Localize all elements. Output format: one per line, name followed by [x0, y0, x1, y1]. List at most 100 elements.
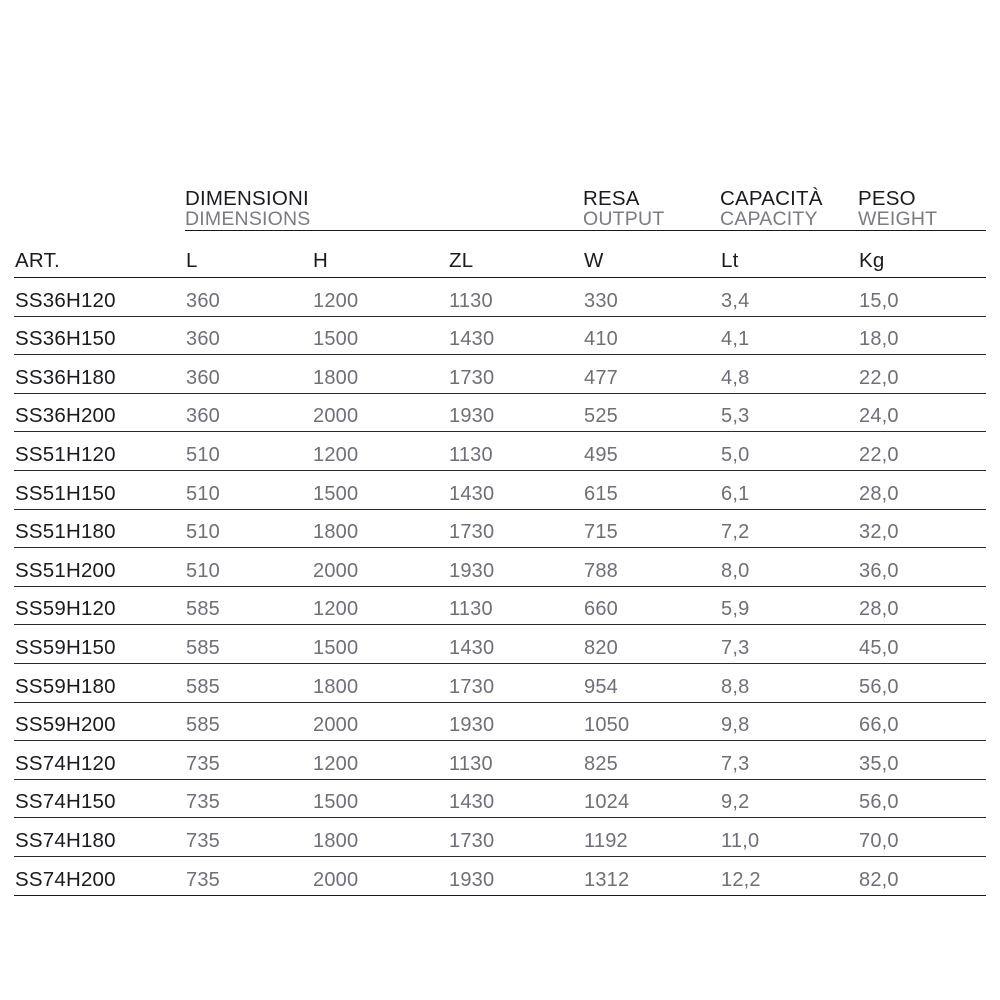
group-label-en: CAPACITY	[720, 208, 818, 231]
table-row: SS36H120 360 1200 1130 330 3,4 15,0	[14, 277, 987, 317]
cell-w: 1024	[583, 779, 721, 819]
group-header-capacita: CAPACITÀ CAPACITY	[720, 172, 859, 231]
cell-h: 1800	[312, 817, 448, 857]
cell-zl: 1930	[448, 547, 584, 587]
cell-kg: 32,0	[858, 509, 987, 549]
table-row: SS74H180 735 1800 1730 1192 11,0 70,0	[14, 817, 987, 857]
cell-article-code: SS36H120	[14, 277, 185, 317]
cell-zl: 1430	[448, 316, 584, 356]
column-header-w: W	[583, 230, 721, 278]
cell-w: 1192	[583, 817, 721, 857]
cell-lt: 5,9	[720, 586, 859, 626]
cell-l: 585	[185, 702, 312, 742]
cell-zl: 1430	[448, 470, 584, 510]
cell-zl: 1730	[448, 354, 584, 394]
table-row: SS74H200 735 2000 1930 1312 12,2 82,0	[14, 856, 987, 896]
cell-zl: 1930	[448, 702, 584, 742]
cell-w: 715	[583, 509, 721, 549]
cell-h: 2000	[312, 393, 448, 433]
column-header-kg: Kg	[858, 230, 987, 278]
table-row: SS51H200 510 2000 1930 788 8,0 36,0	[14, 547, 987, 587]
cell-l: 585	[185, 663, 312, 703]
cell-kg: 18,0	[858, 316, 987, 356]
cell-zl: 1430	[448, 779, 584, 819]
cell-w: 660	[583, 586, 721, 626]
cell-h: 1200	[312, 277, 448, 317]
group-label-it: DIMENSIONI	[185, 187, 309, 211]
cell-l: 510	[185, 547, 312, 587]
cell-lt: 11,0	[720, 817, 859, 857]
cell-kg: 35,0	[858, 740, 987, 780]
cell-lt: 7,3	[720, 740, 859, 780]
cell-h: 1500	[312, 779, 448, 819]
cell-kg: 66,0	[858, 702, 987, 742]
cell-h: 1200	[312, 586, 448, 626]
table-row: SS59H150 585 1500 1430 820 7,3 45,0	[14, 624, 987, 664]
cell-l: 585	[185, 624, 312, 664]
cell-article-code: SS36H200	[14, 393, 185, 433]
spec-table-element: DIMENSIONI DIMENSIONS RESA OUTPUT CAPACI…	[14, 172, 987, 896]
cell-kg: 45,0	[858, 624, 987, 664]
group-label-it: RESA	[583, 187, 640, 211]
cell-l: 735	[185, 856, 312, 896]
cell-zl: 1130	[448, 586, 584, 626]
cell-kg: 82,0	[858, 856, 987, 896]
table-row: SS51H180 510 1800 1730 715 7,2 32,0	[14, 509, 987, 549]
cell-article-code: SS59H200	[14, 702, 185, 742]
table-row: SS59H120 585 1200 1130 660 5,9 28,0	[14, 586, 987, 626]
group-header-dimensioni: DIMENSIONI DIMENSIONS	[185, 172, 584, 231]
cell-article-code: SS59H120	[14, 586, 185, 626]
cell-l: 735	[185, 740, 312, 780]
cell-h: 1500	[312, 624, 448, 664]
cell-zl: 1730	[448, 663, 584, 703]
group-label-en: OUTPUT	[583, 208, 665, 231]
cell-l: 510	[185, 431, 312, 471]
cell-article-code: SS59H180	[14, 663, 185, 703]
table-row: SS36H150 360 1500 1430 410 4,1 18,0	[14, 316, 987, 356]
cell-h: 1500	[312, 470, 448, 510]
cell-w: 954	[583, 663, 721, 703]
group-label-it: PESO	[858, 187, 916, 211]
cell-article-code: SS51H200	[14, 547, 185, 587]
cell-lt: 12,2	[720, 856, 859, 896]
cell-h: 2000	[312, 547, 448, 587]
cell-h: 1200	[312, 740, 448, 780]
cell-article-code: SS51H120	[14, 431, 185, 471]
cell-lt: 9,8	[720, 702, 859, 742]
cell-article-code: SS74H150	[14, 779, 185, 819]
cell-h: 2000	[312, 856, 448, 896]
cell-w: 477	[583, 354, 721, 394]
cell-kg: 28,0	[858, 470, 987, 510]
column-header-art: ART.	[14, 230, 185, 278]
cell-lt: 9,2	[720, 779, 859, 819]
table-row: SS36H180 360 1800 1730 477 4,8 22,0	[14, 354, 987, 394]
group-header-resa: RESA OUTPUT	[583, 172, 721, 231]
cell-zl: 1430	[448, 624, 584, 664]
cell-article-code: SS74H200	[14, 856, 185, 896]
cell-l: 360	[185, 316, 312, 356]
cell-h: 1800	[312, 509, 448, 549]
cell-article-code: SS59H150	[14, 624, 185, 664]
column-header-zl: ZL	[448, 230, 584, 278]
cell-lt: 8,8	[720, 663, 859, 703]
group-header-peso: PESO WEIGHT	[858, 172, 987, 231]
cell-article-code: SS36H180	[14, 354, 185, 394]
cell-kg: 56,0	[858, 663, 987, 703]
table-row: SS59H200 585 2000 1930 1050 9,8 66,0	[14, 702, 987, 742]
cell-kg: 36,0	[858, 547, 987, 587]
cell-h: 1800	[312, 354, 448, 394]
cell-h: 2000	[312, 702, 448, 742]
cell-h: 1800	[312, 663, 448, 703]
cell-kg: 56,0	[858, 779, 987, 819]
cell-h: 1500	[312, 316, 448, 356]
cell-w: 525	[583, 393, 721, 433]
cell-w: 495	[583, 431, 721, 471]
group-label-it: CAPACITÀ	[720, 187, 823, 211]
cell-article-code: SS51H150	[14, 470, 185, 510]
cell-kg: 24,0	[858, 393, 987, 433]
cell-l: 735	[185, 817, 312, 857]
cell-article-code: SS51H180	[14, 509, 185, 549]
cell-zl: 1930	[448, 856, 584, 896]
cell-zl: 1730	[448, 817, 584, 857]
cell-lt: 4,8	[720, 354, 859, 394]
